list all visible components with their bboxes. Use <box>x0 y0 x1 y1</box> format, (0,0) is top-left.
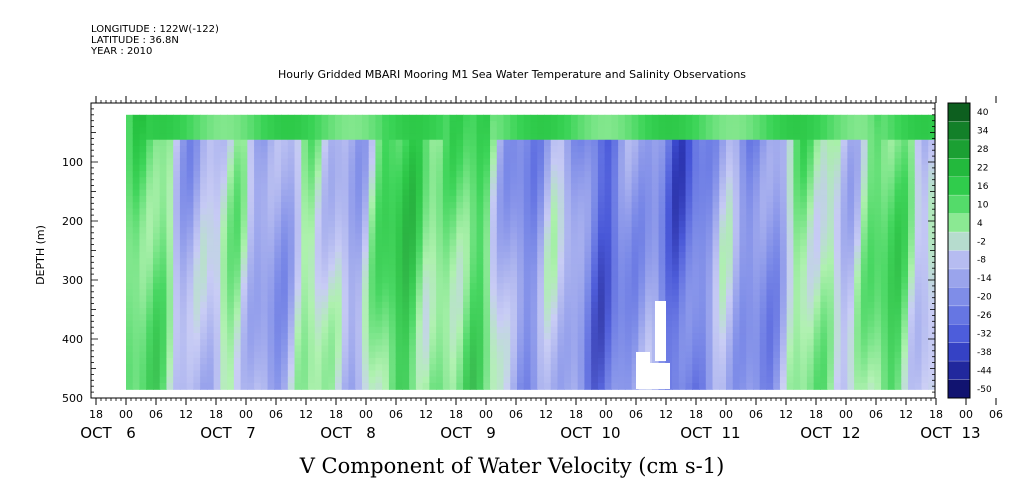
plot-area <box>126 114 936 390</box>
metadata-block: LONGITUDE : 122W(-122) LATITUDE : 36.8N … <box>91 24 219 57</box>
year-label: YEAR : 2010 <box>91 46 153 57</box>
longitude-label: LONGITUDE : 122W(-122) <box>91 24 219 35</box>
chart-title: Hourly Gridded MBARI Mooring M1 Sea Wate… <box>277 68 747 81</box>
latitude-label: LATITUDE : 36.8N <box>91 35 179 46</box>
